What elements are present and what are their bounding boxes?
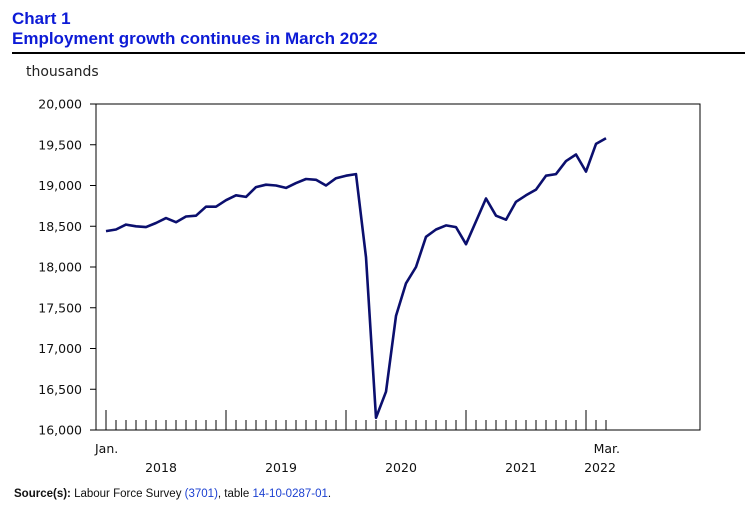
y-axis: 16,000 16,500 17,000 17,500 18,000 18,500 19,0…	[38, 97, 96, 438]
chart-title: Employment growth continues in March 202…	[12, 29, 378, 48]
x-year-label: 2018	[145, 460, 177, 475]
table-link[interactable]: 14-10-0287-01	[252, 488, 328, 500]
x-year-label: 2022	[584, 460, 616, 475]
x-end-label: Mar.	[594, 441, 620, 456]
source-note: Source(s): Labour Force Survey (3701), t…	[14, 488, 331, 500]
y-tick-label: 17,000	[38, 341, 82, 356]
y-tick-label: 17,500	[38, 300, 82, 315]
chart-header: Chart 1 Employment growth continues in M…	[12, 9, 745, 54]
y-tick-label: 19,000	[38, 178, 82, 193]
x-year-label: 2020	[385, 460, 417, 475]
source-text-end: .	[327, 488, 332, 500]
series-line-employment	[105, 137, 607, 420]
x-year-label: 2021	[505, 460, 537, 475]
y-tick-label: 20,000	[38, 97, 82, 112]
source-text: Labour Force Survey	[70, 488, 185, 500]
x-year-label: 2019	[265, 460, 297, 475]
x-axis: Jan. Mar. 2018 2019 2020 2021 2022	[94, 410, 620, 475]
chart-number: Chart 1	[12, 9, 71, 28]
plot-frame	[95, 103, 701, 431]
line-chart: 16,000 16,500 17,000 17,500 18,000 18,500 19,0…	[38, 97, 701, 475]
y-tick-label: 18,500	[38, 219, 82, 234]
source-label: Source(s):	[14, 488, 71, 500]
y-tick-label: 19,500	[38, 137, 82, 152]
y-tick-label: 16,500	[38, 382, 82, 397]
y-tick-label: 16,000	[38, 423, 82, 438]
y-axis-unit-label: thousands	[26, 64, 99, 80]
x-start-label: Jan.	[94, 441, 118, 456]
y-tick-label: 18,000	[38, 260, 82, 275]
survey-code-link[interactable]: (3701)	[184, 488, 218, 500]
source-text-middle: , table	[217, 488, 253, 500]
